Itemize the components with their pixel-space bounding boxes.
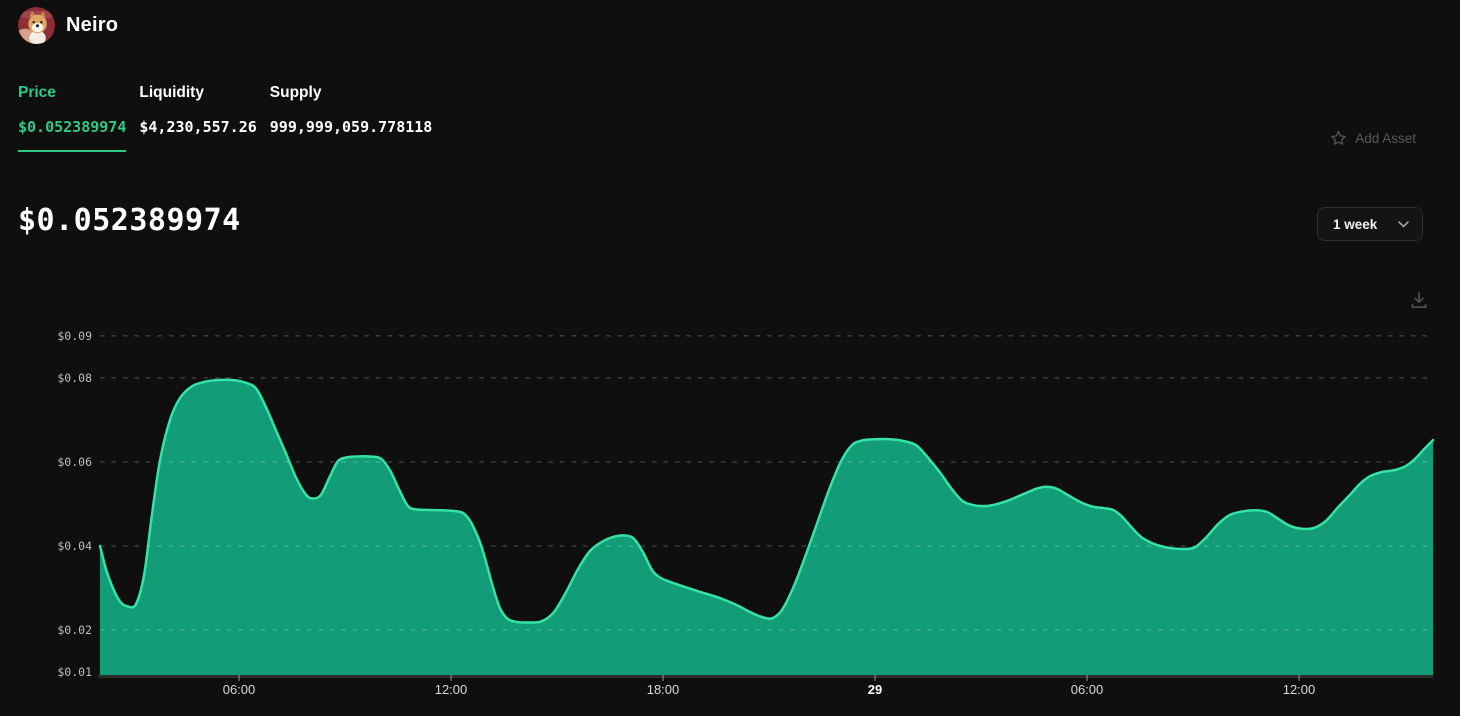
x-axis-label: 06:00	[223, 682, 256, 697]
x-axis-label: 29	[868, 682, 882, 697]
y-axis-label: $0.08	[57, 371, 92, 385]
x-axis-label: 18:00	[647, 682, 680, 697]
y-axis-label: $0.09	[57, 329, 92, 343]
y-axis-label: $0.04	[57, 539, 92, 553]
add-asset-label: Add Asset	[1355, 131, 1416, 146]
download-tray-glyph	[1411, 292, 1427, 309]
chevron-down-icon	[1398, 220, 1409, 227]
x-axis-label: 12:00	[435, 682, 468, 697]
current-price: $0.052389974	[18, 203, 241, 238]
supply-tab-value: 999,999,059.778118	[269, 118, 433, 136]
asset-header: Neiro	[18, 7, 118, 44]
neiro-dog-avatar-image	[18, 7, 55, 44]
x-axis-label: 06:00	[1071, 682, 1104, 697]
supply-tab-label: Supply	[269, 84, 322, 101]
price-chart[interactable]: $0.09 $0.08 $0.06 $0.04 $0.02 $0.01 06:00 12:00…	[0, 320, 1460, 716]
y-axis-label: $0.06	[57, 455, 92, 469]
price-tab-value: $0.052389974	[18, 118, 127, 136]
timeframe-selected-value: 1 week	[1333, 216, 1378, 232]
tab-supply[interactable]: Supply 999,999,059.778118	[270, 84, 433, 150]
liquidity-tab-value: $4,230,557.26	[139, 118, 257, 136]
area-fill	[100, 379, 1433, 677]
price-area-chart-svg[interactable]: $0.09 $0.08 $0.06 $0.04 $0.02 $0.01 06:00 12:00…	[0, 320, 1460, 716]
x-axis-label: 12:00	[1283, 682, 1316, 697]
y-axis-label: $0.01	[57, 665, 92, 679]
y-axis-label: $0.02	[57, 623, 92, 637]
page-title: Neiro	[66, 14, 119, 36]
liquidity-tab-label: Liquidity	[139, 84, 204, 101]
timeframe-dropdown[interactable]: 1 week	[1317, 207, 1423, 241]
price-tab-label: Price	[18, 84, 56, 101]
stat-tabs: Price $0.052389974 Liquidity $4,230,557.…	[18, 84, 445, 152]
tab-price[interactable]: Price $0.052389974	[18, 84, 127, 152]
add-asset-button[interactable]: Add Asset	[1330, 130, 1416, 147]
asset-avatar	[18, 7, 55, 44]
star-outline-icon	[1331, 131, 1346, 145]
download-icon[interactable]	[1408, 289, 1430, 311]
price-line	[98, 378, 1435, 624]
tab-liquidity[interactable]: Liquidity $4,230,557.26	[139, 84, 256, 150]
